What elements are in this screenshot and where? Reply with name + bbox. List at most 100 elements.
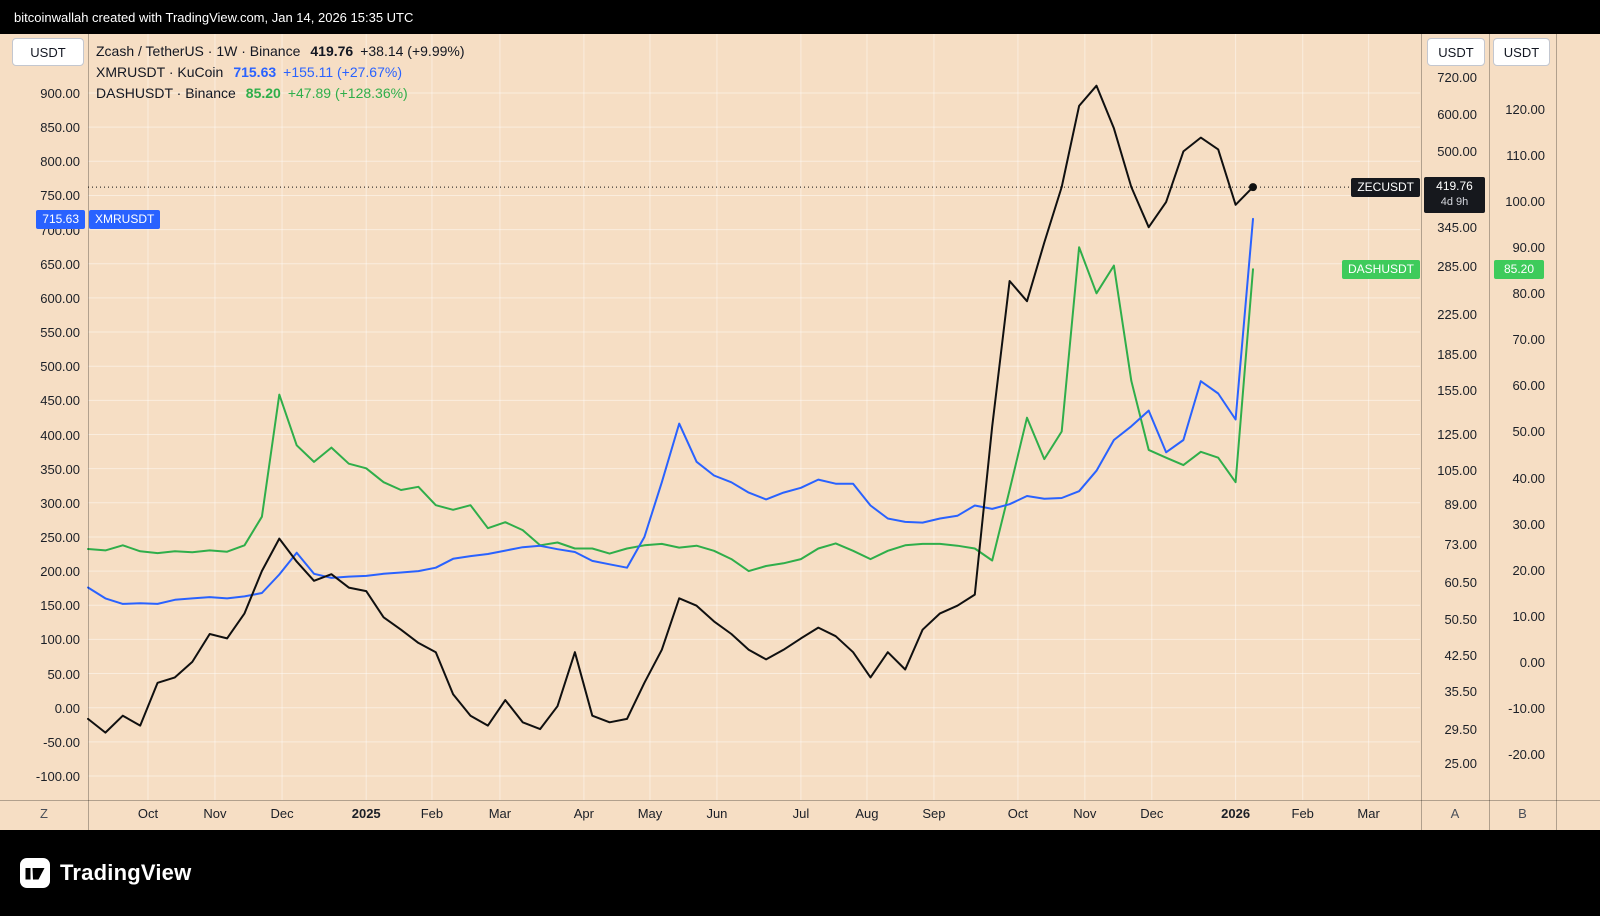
right-axis-b-tick: 50.00 — [1512, 424, 1545, 440]
left-axis-tick: 200.00 — [40, 564, 80, 580]
time-axis-tick: Dec — [1140, 806, 1164, 821]
legend-zec-price: 419.76 — [310, 42, 354, 59]
time-axis-tick: Jun — [706, 806, 728, 821]
time-axis-tick: Aug — [855, 806, 879, 821]
time-axis-tick: Oct — [137, 806, 159, 821]
right-axis-a-tick: 500.00 — [1437, 144, 1477, 160]
right-axis-a-tick: 345.00 — [1437, 220, 1477, 236]
right-axis-a-tick: 25.00 — [1444, 755, 1477, 771]
right-axis-a-tick: 285.00 — [1437, 259, 1477, 275]
tradingview-logo[interactable]: TradingView — [20, 858, 191, 888]
time-axis-tick: Jul — [792, 806, 810, 821]
zec-symbol-label[interactable]: ZECUSDT — [1351, 178, 1420, 197]
left-axis-tick: 300.00 — [40, 495, 80, 511]
xmr-price-label: 715.63 — [36, 210, 85, 229]
right-axis-b-tick: 10.00 — [1512, 608, 1545, 624]
left-axis-tick: 250.00 — [40, 529, 80, 545]
time-axis-tick: Nov — [203, 806, 227, 821]
dash-symbol-label[interactable]: DASHUSDT — [1341, 260, 1420, 279]
time-axis-tick: 2025 — [351, 806, 381, 821]
legend: Zcash / TetherUS · 1W · Binance 419.76 +… — [96, 40, 465, 103]
right-axis-b-tick: -10.00 — [1508, 700, 1545, 716]
pane-letter-a[interactable]: A — [1450, 806, 1460, 821]
left-axis-tick: -50.00 — [43, 734, 80, 750]
right-axis-b-tick: 30.00 — [1512, 516, 1545, 532]
legend-xmr-change: +155.11 (+27.67%) — [283, 63, 402, 80]
left-axis-tick: 900.00 — [40, 86, 80, 101]
chart-canvas[interactable] — [0, 0, 1600, 800]
right-axis-a-tick: 73.00 — [1444, 537, 1477, 553]
xmr-symbol-label[interactable]: XMRUSDT — [89, 210, 161, 229]
time-axis-tick: Oct — [1007, 806, 1029, 821]
left-axis-tick: 600.00 — [40, 290, 80, 306]
left-axis-separator — [88, 34, 89, 830]
left-axis-tick: 750.00 — [40, 188, 80, 204]
left-axis-tick: 800.00 — [40, 154, 80, 170]
right-axis-b-tick: 80.00 — [1512, 286, 1545, 302]
right-axis-a-tick: 42.50 — [1444, 647, 1477, 663]
right-axis-a-tick: 60.50 — [1444, 575, 1477, 591]
right-axis-b-tick: 60.00 — [1512, 378, 1545, 394]
legend-row-zec[interactable]: Zcash / TetherUS · 1W · Binance 419.76 +… — [96, 40, 465, 61]
right-edge-separator — [1556, 34, 1557, 830]
time-axis-tick: Nov — [1073, 806, 1097, 821]
right-axis-b-tick: -20.00 — [1508, 746, 1545, 762]
right-axis-a-tick: 720.00 — [1437, 70, 1477, 85]
legend-row-dash[interactable]: DASHUSDT · Binance 85.20 +47.89 (+128.36… — [96, 82, 465, 103]
time-axis-tick: Mar — [1357, 806, 1380, 821]
footer-bar: TradingView — [0, 830, 1600, 916]
time-axis-separator — [0, 800, 1600, 801]
right-axis-a-tick: 29.50 — [1444, 722, 1477, 738]
time-axis-tick: Feb — [420, 806, 444, 821]
right-axis-a-tick: 50.50 — [1444, 612, 1477, 628]
right-axis-b-currency-button[interactable]: USDT — [1493, 38, 1550, 66]
right-axis-b-separator — [1489, 34, 1490, 830]
right-axis-b-tick: 100.00 — [1505, 194, 1545, 210]
legend-zec-change: +38.14 (+9.99%) — [360, 42, 465, 59]
right-axis-b-tick: 90.00 — [1512, 240, 1545, 256]
legend-dash-price: 85.20 — [245, 84, 281, 101]
time-axis-tick: May — [637, 806, 663, 821]
tradingview-wordmark: TradingView — [60, 860, 192, 885]
time-axis-tick: Mar — [488, 806, 512, 821]
right-axis-b-tick: 110.00 — [1506, 148, 1545, 164]
right-axis-a-tick: 35.50 — [1444, 684, 1477, 700]
legend-xmr-title: XMRUSDT · KuCoin — [96, 63, 224, 80]
right-axis-a-separator — [1421, 34, 1422, 830]
left-axis-tick: 850.00 — [40, 120, 80, 136]
legend-xmr-price: 715.63 — [233, 63, 277, 80]
right-axis-a-tick: 225.00 — [1437, 307, 1477, 323]
right-axis-a-tick: 105.00 — [1437, 462, 1477, 478]
zec-price-value: 419.76 — [1436, 179, 1473, 193]
legend-row-xmr[interactable]: XMRUSDT · KuCoin 715.63 +155.11 (+27.67%… — [96, 61, 465, 82]
legend-zec-title: Zcash / TetherUS · 1W · Binance — [96, 42, 301, 59]
legend-dash-title: DASHUSDT · Binance — [96, 84, 236, 101]
right-axis-a-currency-button[interactable]: USDT — [1427, 38, 1485, 66]
right-axis-a-tick: 185.00 — [1437, 347, 1477, 363]
left-axis-tick: 400.00 — [40, 427, 80, 443]
header-bar: bitcoinwallah created with TradingView.c… — [0, 0, 1600, 34]
time-axis-tick: Sep — [922, 806, 946, 821]
left-axis-tick: 550.00 — [40, 325, 80, 341]
zec-price-label: 419.76 4d 9h — [1424, 177, 1485, 213]
chart-credit: bitcoinwallah created with TradingView.c… — [14, 9, 414, 25]
tradingview-logo-icon — [20, 858, 50, 888]
left-axis-tick: 150.00 — [40, 598, 80, 614]
left-axis-currency-button[interactable]: USDT — [12, 38, 84, 66]
right-axis-b-tick: 20.00 — [1512, 562, 1545, 578]
left-axis-tick: 50.00 — [47, 666, 80, 682]
pane-letter-z[interactable]: Z — [40, 806, 48, 821]
time-axis-tick: Dec — [270, 806, 294, 821]
zec-bar-countdown: 4d 9h — [1440, 196, 1469, 208]
time-axis-tick: Feb — [1291, 806, 1314, 821]
time-axis-tick: Apr — [573, 806, 594, 821]
pane-letter-b[interactable]: B — [1518, 806, 1527, 821]
right-axis-a-tick: 600.00 — [1437, 107, 1477, 123]
left-axis-tick: 350.00 — [40, 461, 80, 477]
left-axis-tick: 650.00 — [40, 256, 80, 272]
left-axis-tick: 500.00 — [40, 359, 80, 375]
right-axis-a-tick: 89.00 — [1444, 496, 1477, 512]
dash-price-label: 85.20 — [1494, 260, 1544, 279]
right-axis-b-tick: 40.00 — [1512, 470, 1545, 486]
time-axis-tick: 2026 — [1221, 806, 1251, 821]
